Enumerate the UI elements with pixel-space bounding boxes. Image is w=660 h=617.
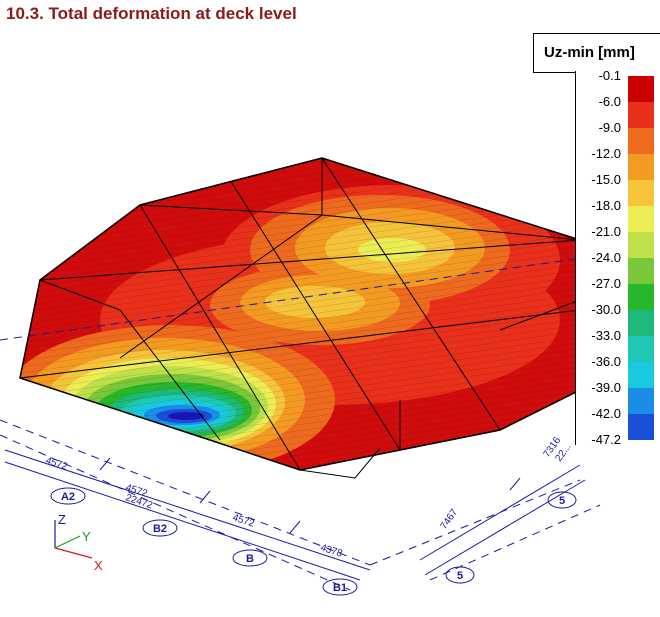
legend-tick: -12.0: [591, 146, 621, 161]
legend-tick: -47.2: [591, 432, 621, 447]
legend-swatch: [628, 154, 654, 180]
legend-swatch: [628, 336, 654, 362]
axis-y-label: Y: [82, 529, 91, 544]
legend-swatch: [628, 388, 654, 414]
grid-label-b: B: [246, 553, 254, 565]
grid-label-5a: 5: [457, 570, 463, 582]
page-title: 10.3. Total deformation at deck level: [6, 4, 297, 23]
legend-tick: -33.0: [591, 328, 621, 343]
axis-x-label: X: [94, 558, 103, 573]
legend-swatch: [628, 310, 654, 336]
legend: Uz-min [mm] -0.1 -6.0 -9.0 -12.0 -15.0 -18.0 -…: [533, 33, 660, 447]
axis-triad: Z Y X: [54, 512, 103, 573]
legend-tick: -27.0: [591, 276, 621, 291]
legend-tick: -15.0: [591, 172, 621, 187]
legend-tick: -36.0: [591, 354, 621, 369]
legend-swatch: [628, 102, 654, 128]
dim-label: 7467: [438, 507, 460, 532]
dim-label: 4572: [231, 512, 256, 529]
legend-tick: -42.0: [591, 406, 621, 421]
grid-label-5b: 5: [559, 495, 565, 507]
legend-swatch: [628, 414, 654, 440]
grid-label-b1: B1: [333, 582, 347, 594]
grid-label-b2: B2: [153, 523, 167, 535]
legend-tick: -9.0: [598, 120, 621, 135]
legend-tick: -24.0: [591, 250, 621, 265]
axis-z-label: Z: [58, 512, 66, 527]
dim-label: 22472: [124, 492, 154, 511]
legend-tick: -18.0: [591, 198, 621, 213]
legend-title: Uz-min [mm]: [544, 44, 635, 61]
legend-swatch: [628, 206, 654, 232]
grid-label-a2: A2: [61, 491, 75, 503]
dim-label: 4572: [44, 455, 69, 472]
legend-tick: -21.0: [591, 224, 621, 239]
dimension-lines: [4, 449, 586, 581]
legend-swatch: [628, 362, 654, 388]
legend-swatch: [628, 180, 654, 206]
legend-swatch: [628, 128, 654, 154]
legend-header: Uz-min [mm]: [533, 33, 660, 73]
legend-tick: -30.0: [591, 302, 621, 317]
grid-bubbles: A2 B2 B B1 5 5: [50, 487, 577, 596]
legend-swatch: [628, 284, 654, 310]
legend-swatch: [628, 232, 654, 258]
legend-tick: -0.1: [598, 68, 621, 83]
legend-swatch: [628, 258, 654, 284]
legend-tick: -39.0: [591, 380, 621, 395]
legend-tick: -6.0: [598, 94, 621, 109]
legend-swatch: [628, 76, 654, 102]
